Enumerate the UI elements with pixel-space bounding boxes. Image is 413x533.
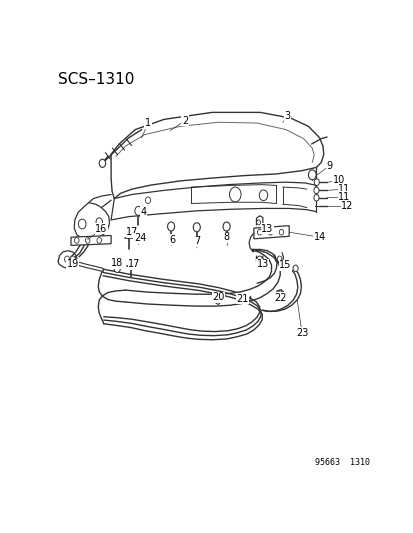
Circle shape xyxy=(64,256,69,263)
Circle shape xyxy=(135,206,142,215)
Text: 2: 2 xyxy=(181,116,188,126)
Circle shape xyxy=(229,187,240,202)
Text: 95663  1310: 95663 1310 xyxy=(314,458,369,467)
Text: 10: 10 xyxy=(332,175,344,185)
Circle shape xyxy=(96,218,102,226)
Text: 8: 8 xyxy=(223,232,229,242)
Text: 16: 16 xyxy=(95,224,107,234)
Circle shape xyxy=(223,222,230,231)
Circle shape xyxy=(313,195,318,201)
Circle shape xyxy=(313,179,318,185)
Text: 19: 19 xyxy=(66,259,78,269)
Text: 21: 21 xyxy=(236,294,248,304)
Text: 20: 20 xyxy=(212,292,224,302)
Circle shape xyxy=(277,256,281,262)
Circle shape xyxy=(74,238,79,243)
Circle shape xyxy=(313,187,318,193)
Circle shape xyxy=(114,264,120,272)
Circle shape xyxy=(256,256,261,263)
Polygon shape xyxy=(74,203,109,240)
Text: 3: 3 xyxy=(284,111,290,122)
Circle shape xyxy=(278,229,283,235)
Circle shape xyxy=(85,238,90,243)
Text: 13: 13 xyxy=(256,259,268,269)
Text: 24: 24 xyxy=(133,233,146,244)
Text: 11: 11 xyxy=(337,192,350,202)
Polygon shape xyxy=(253,225,288,239)
Text: 6: 6 xyxy=(169,235,175,245)
Circle shape xyxy=(78,219,86,229)
Circle shape xyxy=(193,223,200,232)
Text: 17: 17 xyxy=(128,259,140,269)
Text: SCS–1310: SCS–1310 xyxy=(58,72,134,87)
Circle shape xyxy=(167,222,174,231)
Polygon shape xyxy=(71,236,111,245)
Text: 17: 17 xyxy=(126,227,138,237)
Circle shape xyxy=(278,291,281,296)
Circle shape xyxy=(214,297,220,304)
Circle shape xyxy=(308,170,316,180)
Text: 13: 13 xyxy=(261,224,273,234)
Text: 14: 14 xyxy=(313,232,325,242)
Text: 12: 12 xyxy=(341,200,353,211)
Circle shape xyxy=(256,220,260,225)
Text: 23: 23 xyxy=(295,328,307,338)
Circle shape xyxy=(292,265,297,272)
Circle shape xyxy=(243,297,247,302)
Text: 15: 15 xyxy=(278,260,291,270)
Circle shape xyxy=(97,238,101,243)
Text: 7: 7 xyxy=(194,236,200,246)
Circle shape xyxy=(257,229,261,235)
Text: 18: 18 xyxy=(111,259,123,269)
Circle shape xyxy=(99,159,105,167)
Text: 22: 22 xyxy=(273,293,286,303)
Text: 4: 4 xyxy=(140,207,146,217)
Circle shape xyxy=(259,190,267,200)
Circle shape xyxy=(70,256,75,263)
Text: 1: 1 xyxy=(145,118,151,128)
Circle shape xyxy=(145,197,150,204)
Circle shape xyxy=(268,229,272,235)
Text: 11: 11 xyxy=(337,184,350,194)
Text: 9: 9 xyxy=(325,161,332,171)
